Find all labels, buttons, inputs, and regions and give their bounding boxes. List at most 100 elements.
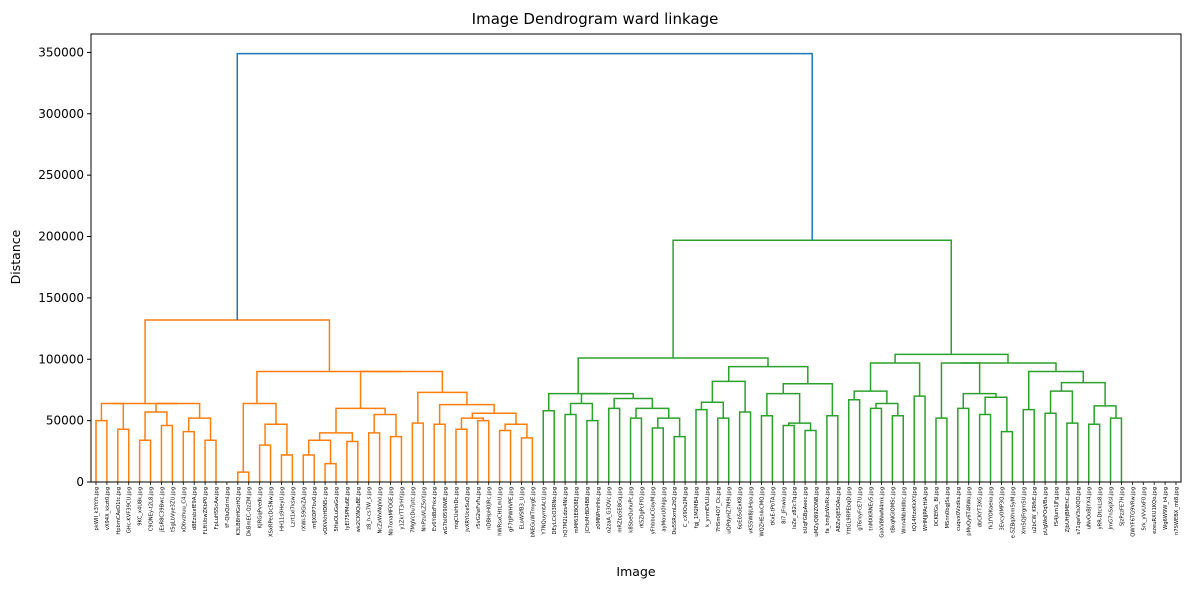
- leaf-label: s71qwV3sXQO.jpg: [1076, 487, 1082, 535]
- leaf-label: z0MNPmHhk.jpg: [596, 487, 602, 529]
- dendrogram-link: [586, 419, 599, 482]
- dendrogram-link: [242, 402, 277, 473]
- dendrogram-link: [711, 380, 746, 413]
- leaf-label: KJRGqPvedk.jpg: [258, 487, 264, 528]
- dendrogram-link: [635, 407, 670, 419]
- dendrogram-link: [804, 429, 817, 482]
- leaf-label: C_cX9Os2M.jpg: [683, 487, 689, 527]
- leaf-label: wk2CKNQuBE.jpg: [356, 487, 362, 532]
- leaf-label: n7SWEBX_mt8.jpg: [1174, 487, 1180, 535]
- dendrogram-link: [1000, 430, 1014, 482]
- dendrogram-link: [433, 423, 446, 482]
- leaf-label: 0CKEfGs_Bl.jpg: [934, 487, 940, 526]
- dendrogram-link: [978, 413, 992, 482]
- dendrogram-links: [95, 52, 1123, 482]
- dendrogram-link: [204, 439, 217, 482]
- leaf-label: Du5SRxmL2tQ.jpg: [672, 487, 678, 535]
- dendrogram-link: [672, 239, 953, 359]
- leaf-label: t5gLbVye3ZU.jpg: [170, 487, 176, 532]
- leaf-label: FpLuHS5cAw.jpg: [214, 487, 220, 530]
- leaf-label: C9QNEy-t2L8.jpg: [149, 487, 155, 531]
- leaf-label: Lzrt1xl7ksw.jpg: [290, 487, 296, 527]
- leaf-label: Wg6W9W_t4.jpg: [1163, 487, 1169, 530]
- leaf-label: fk1fYOKaeko.jpg: [989, 487, 995, 529]
- dendrogram-link: [1066, 422, 1079, 482]
- leaf-label: hQ7M2Ldzs4Nk.jpg: [563, 487, 569, 537]
- leaf-label: MSnn0bgJSs.jpg: [945, 487, 951, 528]
- dendrogram-link: [324, 462, 337, 482]
- leaf-label: vX94X_kkzt0.jpg: [105, 487, 111, 530]
- leaf-label: lsZe_z82c7q.jpg: [792, 487, 798, 529]
- dendrogram-link: [738, 411, 752, 482]
- dendrogram-link: [1087, 423, 1101, 482]
- leaf-label: Ev6Yd8zFhkx.jpg: [432, 487, 438, 531]
- dendrogram-link: [520, 437, 534, 482]
- dendrogram-link: [359, 370, 444, 409]
- leaf-label: gF7tJPWHVPE.jpg: [509, 487, 515, 532]
- leaf-label: rK5ZlgPcFfO.jpg: [639, 487, 645, 528]
- leaf-label: Wnn4NbHdIbc.jpg: [901, 487, 907, 534]
- plot-frame: [90, 33, 1182, 483]
- dendrogram-link: [438, 403, 495, 425]
- dendrogram-link: [695, 408, 708, 482]
- dendrogram-link: [1044, 412, 1057, 482]
- leaf-label: mRZbpSE8Gq.jpg: [618, 487, 624, 533]
- leaf-label: k8SbeQuhuPc.jpg: [629, 487, 635, 533]
- dendrogram-link: [302, 454, 315, 482]
- dendrogram-link: [613, 397, 654, 409]
- leaf-label: K3LB8hHGoHQ.jpg: [236, 487, 242, 536]
- leaf-label: uQPdyHZ7M9I.jpg: [727, 487, 733, 534]
- leaf-label: y1ZkrTT3rHY.jpg: [399, 487, 405, 529]
- leaf-label: HpbmCAeD1tc.jpg: [116, 487, 122, 535]
- dendrogram-link: [144, 319, 331, 404]
- leaf-label: 7MgVcDu7ptc.jpg: [410, 487, 416, 533]
- leaf-label: QWYF6TG9VRw.jpg: [1130, 487, 1136, 537]
- dendrogram-link: [280, 454, 294, 482]
- leaf-label: d8EzsbxfE9A.jpg: [192, 487, 198, 530]
- leaf-label: A8Zv0jESOAo.jpg: [836, 487, 842, 532]
- dendrogram-link: [547, 392, 608, 411]
- leaf-label: hWRsxCHtLmU.jpg: [498, 487, 504, 536]
- leaf-label: 6pEb5oExK8.jpg: [738, 487, 744, 529]
- dendrogram-link: [569, 402, 594, 421]
- leaf-label: mqCUsHnDc.jpg: [454, 487, 460, 529]
- leaf-label: YttGL9RPEbqD.jpg: [847, 487, 853, 536]
- dendrogram-link: [913, 395, 926, 482]
- dendrogram-link: [542, 410, 555, 482]
- y-axis-label: Distance: [8, 229, 23, 284]
- leaf-label: 9KC_x4U8k.jpg: [138, 487, 144, 526]
- leaf-label: e-5ZBqXhmSyM.jpg: [1010, 487, 1016, 538]
- dendrogram-link: [869, 407, 883, 482]
- dendrogram-link: [727, 365, 809, 384]
- leaf-label: o2zaA_G3QVc.jpg: [607, 487, 613, 533]
- dendrogram-link: [960, 362, 1057, 372]
- dendrogram-link: [258, 444, 272, 482]
- leaf-label: fgj_1M2MB4.jpg: [694, 487, 700, 528]
- dendrogram-link: [782, 424, 795, 482]
- leaf-label: cuqvx0Vzdks.jpg: [956, 487, 962, 531]
- leaf-label: ELoWSfB3_U.jpg: [519, 487, 525, 529]
- leaf-label: mfJXDP7bv0.jpg: [312, 487, 318, 529]
- leaf-label: tKxE-tPbTA.jpg: [770, 487, 776, 525]
- y-axis-ticks: 0 50000 100000 150000 200000 250000 300000 3500…: [38, 45, 91, 489]
- dendrogram-link: [717, 417, 730, 482]
- leaf-label: HH11s9HeyU.jpg: [279, 487, 285, 531]
- dendrogram-link: [875, 402, 899, 416]
- leaf-label: jEsR8C39Bwc.jpg: [159, 487, 165, 533]
- leaf-label: nDBHpH0JRc.jpg: [487, 487, 493, 530]
- dendrogram-link: [957, 407, 970, 482]
- y-tick-label: 0: [76, 475, 84, 489]
- dendrogram-link: [1060, 381, 1106, 406]
- dendrogram-link: [577, 357, 769, 394]
- dendrogram-link: [471, 412, 517, 425]
- leaf-label: GoXV8NwN4mk.jpg: [879, 487, 885, 538]
- leaf-label: pkWII_k3YtYt.jpg: [94, 487, 100, 530]
- leaf-label: uMZyQ89ZON8.jpg: [814, 487, 820, 537]
- dendrogram-link: [651, 427, 665, 482]
- y-tick-label: 200000: [38, 230, 84, 244]
- dendrogram-link: [117, 428, 130, 482]
- leaf-labels: pkWII_k3YtYt.jpg vX94X_kkzt0.jpg HpbmCAeD1…: [94, 482, 1180, 538]
- leaf-label: WHMJjPAcHiA.jpg: [923, 487, 929, 531]
- leaf-label: pMvQy6T4RWo.jpg: [967, 487, 973, 536]
- y-tick-label: 100000: [38, 352, 84, 366]
